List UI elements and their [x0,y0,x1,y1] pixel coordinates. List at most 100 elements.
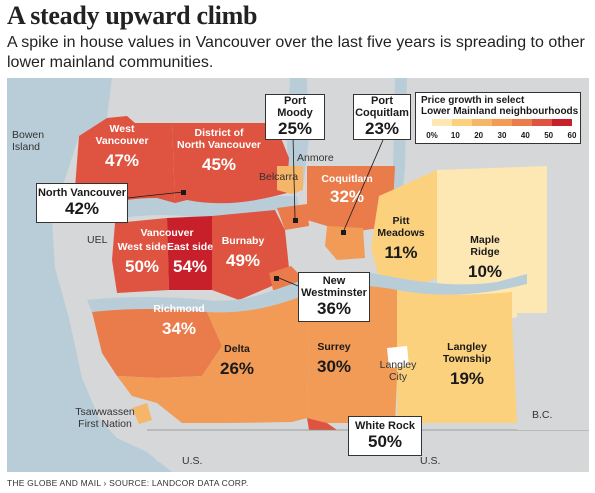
label-tsawwassen-l1: Tsawwassen [75,406,135,418]
label-maple-ridge-l2: Ridge [470,246,499,258]
callout-new-westminster-name-l2: Westminster [301,287,367,299]
label-pitt-meadows-l2: Meadows [377,227,424,239]
callout-white-rock-value: 50% [367,432,403,451]
legend-swatch [532,119,552,126]
callout-port-moody-value: 25% [277,119,313,138]
legend-swatch [432,119,452,126]
legend-title-l1: Price growth in select [421,95,525,106]
bc-east-land [517,313,589,430]
footer-separator: › [103,478,107,488]
legend-tick: 20 [474,131,483,140]
legend-tick: 10 [451,131,460,140]
value-maple-ridge: 10% [468,262,502,281]
callout-port-moody-name-l1: Port [284,95,306,107]
region-coquitlam[interactable] [307,166,395,233]
label-pitt-meadows-l1: Pitt [393,215,410,227]
page-subtitle: A spike in house values in Vancouver ove… [7,34,585,71]
region-richmond[interactable] [92,309,222,378]
legend-tick: 40 [521,131,530,140]
legend-tick: 50 [544,131,553,140]
callout-port-coquitlam[interactable]: Port Coquitlam 23% [353,94,411,140]
label-delta: Delta [224,343,250,355]
region-uel[interactable] [85,223,119,258]
value-surrey: 30% [317,357,351,376]
label-bowen-l2: Island [12,141,40,153]
strait-water [7,78,172,472]
region-tsawwassen[interactable] [132,403,152,424]
legend-tick: 0% [426,131,438,140]
region-anmore-belcarra[interactable] [277,166,303,194]
region-vancouver-east[interactable] [167,216,212,290]
legend-tick: 30 [498,131,507,140]
label-langley-township-l2: Township [443,353,491,365]
value-dnv: 45% [202,155,236,174]
label-belcarra: Belcarra [259,171,298,183]
label-west-vancouver-l2: Vancouver [95,135,148,147]
value-richmond: 34% [162,319,196,338]
legend-swatch [552,119,572,126]
callout-north-vancouver-value: 42% [64,199,100,218]
label-langley-city-l1: Langley [380,359,418,371]
value-burnaby: 49% [226,251,260,270]
label-anmore: Anmore [297,152,334,164]
region-burnaby[interactable] [212,210,289,300]
region-langley-township[interactable] [397,290,517,423]
label-surrey: Surrey [317,341,350,353]
region-pitt-meadows[interactable] [371,170,437,293]
callout-north-vancouver[interactable]: North Vancouver 42% [36,183,128,223]
callout-port-coquitlam-name-l1: Port [371,95,393,107]
callout-white-rock[interactable]: White Rock 50% [348,416,422,456]
region-langley-city[interactable] [387,346,409,368]
legend: Price growth in select Lower Mainland ne… [415,92,581,144]
footer-publisher: THE GLOBE AND MAIL [7,478,101,488]
legend-scale: 0% 10 20 30 40 50 60 [426,119,577,140]
legend-title-l2: Lower Mainland neighbourhoods [421,106,579,117]
legend-swatch [452,119,472,126]
value-langley-township: 19% [450,369,484,388]
callout-white-rock-name: White Rock [355,420,415,432]
label-tsawwassen-l2: First Nation [78,418,132,430]
label-us-left: U.S. [182,455,202,467]
region-district-north-vancouver[interactable] [172,123,289,204]
legend-tick: 60 [568,131,577,140]
value-pitt-meadows: 11% [384,243,417,262]
region-delta[interactable] [117,294,309,423]
value-vancouver-east: 54% [173,257,207,276]
label-dnv-l1: District of [194,127,244,139]
legend-swatch [492,119,512,126]
marker-port-coquitlam [341,230,346,235]
legend-swatch [472,119,492,126]
label-vancouver-east: East side [167,241,213,253]
callout-port-coquitlam-name-l2: Coquitlam [355,107,409,119]
burrard-inlet-water [87,196,299,223]
label-bowen-l1: Bowen [12,129,44,141]
leader-port-coquitlam [343,139,384,231]
label-langley-city-l2: City [389,371,408,383]
label-richmond: Richmond [153,303,204,315]
leader-port-moody [292,135,296,219]
callout-new-westminster-value: 36% [316,299,352,318]
label-us-right: U.S. [420,455,440,467]
value-coquitlam: 32% [330,187,364,206]
label-uel: UEL [87,234,108,246]
label-maple-ridge-l1: Maple [470,234,500,246]
legend-swatch [512,119,532,126]
region-vancouver-west[interactable] [112,218,169,293]
callout-new-westminster[interactable]: New Westminster 36% [298,272,370,322]
leader-north-vancouver [126,191,184,199]
page-title: A steady upward climb [7,1,258,30]
callout-port-moody-name-l2: Moody [277,107,313,119]
region-white-rock[interactable] [307,418,337,430]
callout-port-coquitlam-value: 23% [364,119,400,138]
region-port-coquitlam[interactable] [325,226,365,260]
marker-north-vancouver-city [181,190,186,195]
legend-title: Price growth in select Lower Mainland ne… [421,95,578,117]
region-port-moody[interactable] [277,204,309,230]
footer: THE GLOBE AND MAIL › SOURCE: LANDCOR DAT… [7,478,248,488]
label-vancouver-west: West side [118,241,167,253]
footer-source: SOURCE: LANDCOR DATA CORP. [109,478,249,488]
callout-port-moody[interactable]: Port Moody 25% [265,94,325,140]
label-bc: B.C. [532,409,552,421]
label-coquitlam: Coquitlam [321,173,372,185]
callout-north-vancouver-name: North Vancouver [37,187,127,199]
